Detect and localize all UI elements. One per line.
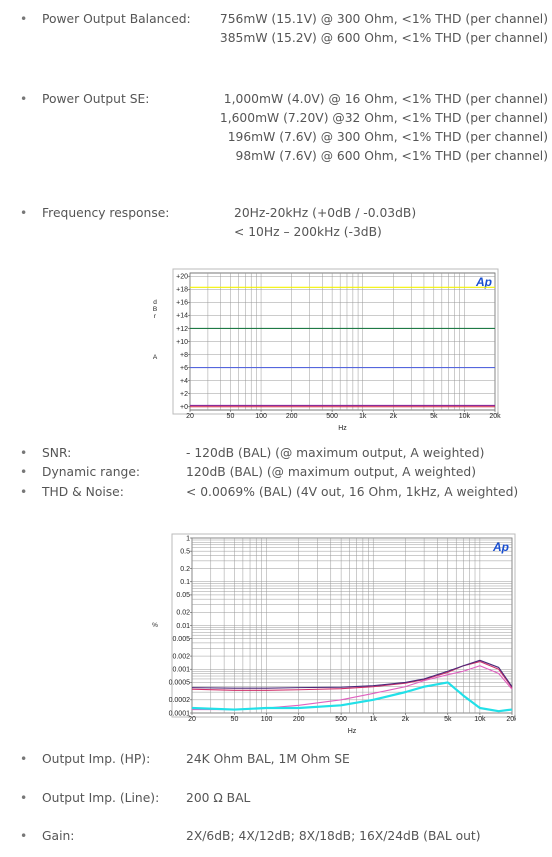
spec-value: 385mW (15.2V) @ 600 Ohm, <1% THD (per ch…: [219, 31, 548, 45]
spec-label: THD & Noise:: [42, 485, 124, 499]
spec-value: - 120dB (BAL) (@ maximum output, A weigh…: [186, 446, 485, 460]
y-tick-label: +6: [180, 365, 188, 372]
x-tick-label: 50: [231, 716, 239, 723]
x-tick-label: 5k: [430, 413, 438, 420]
frequency-chart: 20 50 100 200 500 1k 2k 5k 10k 20k +0 +2 +4 +6 +8 +10 +1…: [152, 268, 501, 432]
y-tick-label: 0.005: [172, 636, 190, 643]
spec-label: Power Output SE:: [42, 92, 150, 106]
y-tick-label: 0.1: [180, 579, 190, 586]
y-tick-label: +16: [176, 300, 188, 307]
spec-values: < 0.0069% (BAL) (4V out, 16 Ohm, 1kHz, A…: [186, 483, 518, 502]
spec-label: Frequency response:: [42, 206, 170, 220]
x-tick-label: 1k: [370, 716, 378, 723]
spec-values: 200 Ω BAL: [186, 789, 250, 808]
y-axis-label: %: [151, 622, 158, 629]
x-axis-label: Hz: [338, 425, 347, 432]
x-tick-label: 500: [326, 413, 338, 420]
series-line: [191, 661, 513, 691]
x-tick-label: 2k: [390, 413, 398, 420]
spec-values: 24K Ohm BAL, 1M Ohm SE: [186, 750, 350, 769]
y-tick-label: 0.002: [172, 653, 190, 660]
y-tick-label: +0: [180, 404, 188, 411]
y-tick-label: 0.001: [172, 667, 190, 674]
spec-values: 756mW (15.1V) @ 300 Ohm, <1% THD (per ch…: [220, 10, 548, 48]
spec-values: 1,000mW (4.0V) @ 16 Ohm, <1% THD (per ch…: [220, 90, 548, 166]
spec-value: 2X/6dB; 4X/12dB; 8X/18dB; 16X/24dB (BAL …: [186, 829, 481, 843]
spec-label: SNR:: [42, 446, 72, 460]
y-tick-label: 0.05: [176, 592, 190, 599]
x-tick-label: 20: [188, 716, 196, 723]
x-tick-label: 10k: [459, 413, 471, 420]
y-tick-label: +14: [176, 313, 188, 320]
spec-value: 24K Ohm BAL, 1M Ohm SE: [186, 752, 350, 766]
x-tick-label: 20k: [506, 716, 516, 723]
spec-label: Output Imp. (Line):: [42, 791, 160, 805]
y-tick-label: +8: [180, 352, 188, 359]
y-axis-label: A: [152, 354, 159, 361]
spec-label: Output Imp. (HP):: [42, 752, 151, 766]
y-tick-label: 0.0002: [169, 697, 191, 704]
x-tick-label: 100: [255, 413, 267, 420]
spec-value: 98mW (7.6V) @ 600 Ohm, <1% THD (per chan…: [235, 149, 548, 163]
spec-value: 196mW (7.6V) @ 300 Ohm, <1% THD (per cha…: [227, 130, 548, 144]
spec-values: 2X/6dB; 4X/12dB; 8X/18dB; 16X/24dB (BAL …: [186, 827, 481, 846]
y-tick-label: 1: [186, 535, 190, 542]
y-tick-label: 0.5: [180, 548, 190, 555]
series-line: [191, 681, 513, 713]
x-tick-label: 2k: [402, 716, 410, 723]
spec-value: < 10Hz – 200kHz (-3dB): [234, 225, 382, 239]
y-tick-label: 0.01: [176, 623, 190, 630]
spec-values: - 120dB (BAL) (@ maximum output, A weigh…: [186, 444, 484, 463]
x-tick-label: 200: [293, 716, 305, 723]
spec-label: Gain:: [42, 829, 75, 843]
spec-values: 120dB (BAL) (@ maximum output, A weighte…: [186, 463, 476, 482]
spec-value: 1,000mW (4.0V) @ 16 Ohm, <1% THD (per ch…: [223, 92, 548, 106]
spec-value: 200 Ω BAL: [186, 791, 251, 805]
spec-label: Power Output Balanced:: [42, 12, 191, 26]
spec-value: 120dB (BAL) (@ maximum output, A weighte…: [186, 465, 477, 479]
x-tick-label: 1k: [359, 413, 367, 420]
series-line: [191, 659, 513, 689]
x-tick-label: 50: [227, 413, 235, 420]
x-tick-label: 10k: [474, 716, 486, 723]
spec-value: < 0.0069% (BAL) (4V out, 16 Ohm, 1kHz, A…: [186, 485, 519, 499]
y-tick-label: 0.0001: [169, 710, 191, 717]
y-tick-label: 0.2: [180, 566, 190, 573]
x-tick-label: 5k: [444, 716, 452, 723]
spec-value: 756mW (15.1V) @ 300 Ohm, <1% THD (per ch…: [219, 12, 548, 26]
x-tick-label: 20: [186, 413, 194, 420]
y-tick-label: 0.0005: [169, 680, 191, 687]
x-axis-label: Hz: [348, 728, 357, 735]
x-tick-label: 500: [335, 716, 347, 723]
spec-values: 20Hz-20kHz (+0dB / -0.03dB) < 10Hz – 200k…: [234, 204, 416, 242]
y-tick-label: +18: [176, 287, 188, 294]
spec-label: Dynamic range:: [42, 465, 141, 479]
y-tick-label: +2: [180, 391, 188, 398]
y-tick-label: 0.02: [176, 610, 190, 617]
y-tick-label: +10: [176, 339, 188, 346]
logo: Ap: [492, 540, 509, 554]
x-tick-label: 100: [261, 716, 273, 723]
spec-value: 20Hz-20kHz (+0dB / -0.03dB): [234, 206, 417, 220]
y-tick-label: +4: [180, 378, 188, 385]
x-tick-label: 20k: [489, 413, 501, 420]
x-tick-label: 200: [286, 413, 298, 420]
spec-value: 1,600mW (7.20V) @32 Ohm, <1% THD (per ch…: [219, 111, 548, 125]
y-tick-label: +20: [176, 274, 188, 281]
y-tick-label: +12: [176, 326, 188, 333]
thd-chart: 20 50 100 200 500 1k 2k 5k 10k 20k 1 0.5 0.2 0.1 0.05 0…: [151, 533, 516, 735]
logo: Ap: [475, 275, 492, 289]
y-axis-label: dBr: [152, 299, 159, 320]
